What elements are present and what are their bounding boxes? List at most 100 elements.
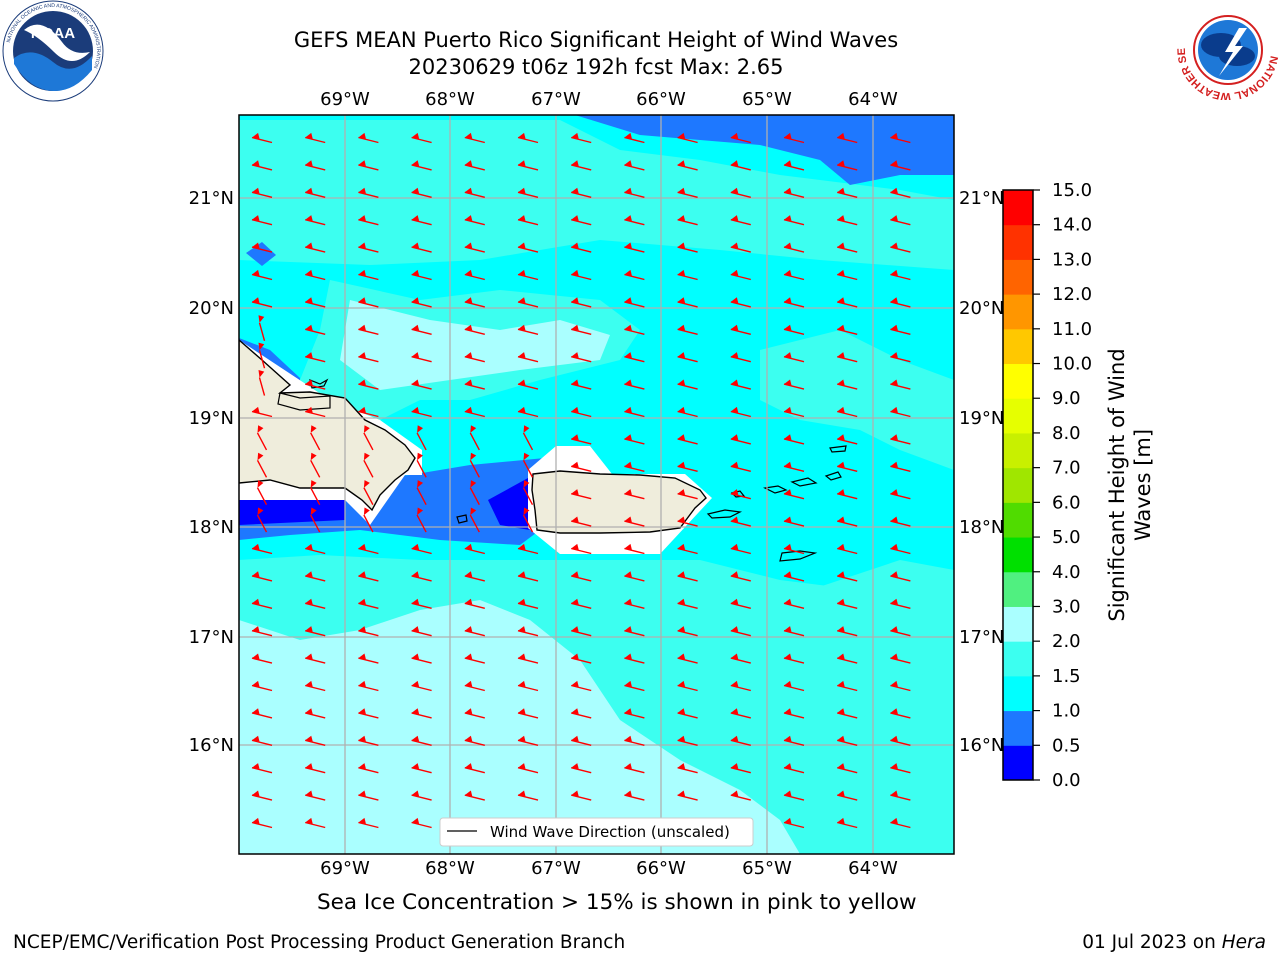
- colorbar-band: [1003, 675, 1033, 712]
- wind-arrow: [411, 297, 432, 308]
- wind-arrow: [464, 379, 485, 390]
- wind-arrow: [730, 626, 751, 637]
- wind-arrow: [837, 489, 858, 500]
- wind-arrow: [624, 269, 645, 281]
- wind-arrow: [890, 160, 911, 171]
- wind-arrow: [517, 708, 539, 719]
- wind-arrow: [358, 215, 379, 226]
- wind-arrow: [517, 269, 539, 281]
- wind-arrow: [358, 242, 379, 253]
- wind-arrow: [890, 543, 911, 555]
- wind-arrow: [571, 324, 592, 335]
- wind-arrow: [310, 425, 321, 451]
- wind-arrow: [305, 297, 326, 308]
- wind-arrow: [730, 571, 751, 582]
- wind-arrow: [517, 406, 539, 418]
- lat-label-left: 21°N: [189, 188, 234, 209]
- wind-arrow: [571, 187, 592, 198]
- colorbar-tick-label: 3.0: [1052, 596, 1081, 617]
- wind-arrow: [783, 379, 805, 390]
- wind-arrow: [469, 452, 480, 478]
- wind-arrow: [411, 242, 432, 253]
- wind-arrow: [411, 708, 432, 719]
- wind-arrow: [358, 817, 379, 829]
- wind-arrow: [890, 598, 911, 609]
- lon-label-bottom: 69°W: [320, 858, 370, 879]
- wind-arrow: [730, 735, 751, 746]
- wind-arrow: [571, 269, 592, 281]
- wind-arrow: [522, 452, 534, 478]
- swell-band-high-south: [239, 600, 800, 854]
- land-hispaniola: [239, 339, 416, 512]
- colorbar-tick-label: 13.0: [1052, 249, 1092, 270]
- wind-arrow: [411, 790, 432, 801]
- wind-arrow: [730, 324, 751, 335]
- wind-arrow: [624, 790, 645, 801]
- wind-arrow: [677, 242, 698, 253]
- wind-arrow: [571, 160, 592, 171]
- colorbar-band: [1003, 224, 1033, 260]
- wind-arrow: [571, 680, 592, 692]
- wind-arrow: [416, 480, 427, 506]
- lon-label-top: 64°W: [848, 89, 898, 110]
- wind-arrow: [571, 132, 592, 144]
- wind-arrow: [571, 297, 592, 308]
- wind-arrow: [571, 735, 592, 746]
- wind-arrow: [624, 434, 645, 445]
- wind-arrow: [517, 160, 539, 171]
- wind-arrow: [837, 735, 858, 746]
- lon-label-bottom: 64°W: [848, 858, 898, 879]
- wind-arrow: [411, 735, 432, 746]
- lat-label-right: 18°N: [959, 517, 1004, 538]
- wind-arrow: [624, 187, 645, 198]
- wind-arrow: [837, 215, 858, 226]
- wind-arrow: [890, 763, 911, 774]
- chart-title: GEFS MEAN Puerto Rico Significant Height…: [293, 28, 899, 52]
- wind-arrow: [837, 571, 858, 582]
- wind-arrow: [890, 461, 911, 472]
- wind-arrow: [358, 379, 379, 390]
- wind-arrow: [677, 324, 698, 335]
- wind-arrow: [783, 461, 805, 472]
- lat-label-left: 18°N: [189, 517, 234, 538]
- wind-arrow: [624, 543, 645, 555]
- wind-arrow: [783, 680, 805, 692]
- wind-arrow: [517, 735, 539, 746]
- lon-label-bottom: 67°W: [531, 858, 581, 879]
- wind-arrow: [624, 516, 645, 527]
- wind-arrow: [677, 187, 698, 198]
- wind-arrow: [251, 132, 273, 144]
- wind-arrow: [358, 735, 379, 746]
- wind-arrow: [305, 680, 326, 692]
- wind-arrow: [783, 352, 805, 363]
- wind-arrow: [783, 543, 805, 555]
- wind-arrow: [251, 215, 273, 226]
- map-plot-area: [239, 115, 954, 854]
- lat-label-right: 21°N: [959, 188, 1004, 209]
- wind-arrow: [890, 379, 911, 390]
- map-frame: [238, 114, 955, 855]
- wind-arrow: [411, 324, 432, 335]
- wind-arrow: [624, 763, 645, 774]
- wind-arrow: [411, 653, 432, 664]
- wind-arrow: [305, 626, 326, 637]
- wind-arrow: [358, 543, 379, 555]
- wind-arrow: [677, 406, 698, 418]
- low-wave-north-band: [575, 115, 954, 185]
- swell-band-mid-east2: [780, 560, 954, 720]
- wind-arrow: [837, 680, 858, 692]
- wind-arrow: [677, 352, 698, 363]
- colorbar-band: [1003, 432, 1033, 469]
- wind-arrow: [305, 242, 326, 253]
- wind-arrow: [358, 269, 379, 281]
- colorbar-tick-label: 7.0: [1052, 458, 1081, 479]
- graticule: [239, 115, 954, 854]
- wind-arrow: [464, 324, 485, 335]
- wind-arrow: [411, 817, 432, 829]
- wind-arrow: [464, 269, 485, 281]
- wind-arrow: [890, 680, 911, 692]
- wind-arrow: [890, 434, 911, 445]
- wind-arrow: [571, 434, 592, 445]
- wind-arrow: [363, 480, 374, 506]
- longitude-labels-top: 69°W 68°W 67°W 66°W 65°W 64°W: [320, 89, 898, 110]
